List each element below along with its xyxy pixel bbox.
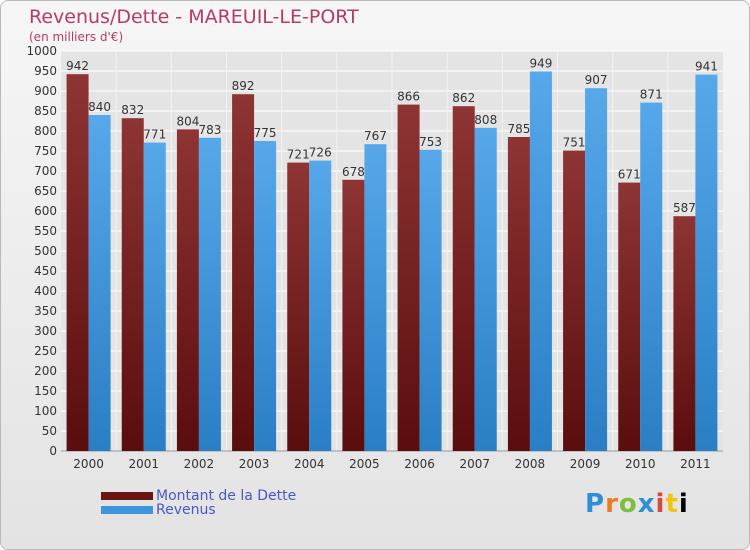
chart-title: Revenus/Dette - MAREUIL-LE-PORT [29,6,359,28]
bar-dette-2007 [452,106,475,451]
x-tick-label-2011: 2011 [680,457,711,471]
y-tick-label: 0 [49,444,57,458]
x-tick-label-2008: 2008 [515,457,546,471]
y-tick-label: 250 [34,344,57,358]
legend-label-revenus: Revenus [156,502,216,518]
x-tick-label-2000: 2000 [73,457,104,471]
y-tick-label: 900 [34,84,57,98]
y-tick-label: 950 [34,64,57,78]
data-label-revenus-2003: 775 [254,126,277,140]
data-label-dette-2002: 804 [176,114,199,128]
data-label-dette-2008: 785 [507,122,530,136]
bar-revenus-2005 [364,144,387,451]
y-tick-label: 1000 [26,44,57,58]
data-label-revenus-2010: 871 [640,88,663,102]
data-label-dette-2011: 587 [673,201,696,215]
y-tick-label: 450 [34,264,57,278]
y-tick-label: 800 [34,124,57,138]
bar-dette-2000 [66,74,89,451]
data-label-revenus-2005: 767 [364,129,387,143]
bar-dette-2001 [121,118,144,451]
y-tick-label: 650 [34,184,57,198]
bar-dette-2006 [397,104,420,451]
bar-dette-2002 [176,129,199,451]
y-tick-label: 400 [34,284,57,298]
legend-swatch-revenus [101,506,153,514]
data-label-revenus-2008: 949 [529,56,552,70]
y-tick-label: 50 [42,424,57,438]
legend-swatch-debt [101,492,153,500]
y-tick-label: 200 [34,364,57,378]
y-tick-label: 550 [34,224,57,238]
bar-revenus-2009 [585,88,608,451]
bar-revenus-2010 [640,102,663,451]
y-tick-label: 500 [34,244,57,258]
x-tick-label-2007: 2007 [459,457,490,471]
chart-subtitle: (en milliers d'€) [29,30,124,44]
data-label-revenus-2006: 753 [419,135,442,149]
y-tick-label: 700 [34,164,57,178]
x-tick-label-2003: 2003 [239,457,270,471]
x-tick-label-2001: 2001 [128,457,159,471]
x-tick-label-2004: 2004 [294,457,325,471]
bar-revenus-2011 [695,74,718,451]
legend-item-debt: Montant de la Dette [101,488,296,504]
x-tick-label-2002: 2002 [184,457,215,471]
x-tick-label-2010: 2010 [625,457,656,471]
bar-revenus-2007 [474,127,497,452]
y-tick-label: 100 [34,404,57,418]
bar-dette-2008 [507,137,530,451]
bar-dette-2005 [342,179,365,452]
data-label-revenus-2002: 783 [198,123,221,137]
data-label-dette-2010: 671 [618,168,641,182]
bar-revenus-2000 [88,115,111,451]
x-tick-label-2009: 2009 [570,457,601,471]
x-tick-label-2006: 2006 [404,457,435,471]
y-tick-label: 750 [34,144,57,158]
legend-label-debt: Montant de la Dette [156,488,297,504]
data-label-dette-2009: 751 [563,136,586,150]
y-tick-label: 350 [34,304,57,318]
bar-dette-2010 [618,182,641,451]
data-label-revenus-2000: 840 [88,100,111,114]
legend-item-revenus: Revenus [101,502,216,518]
y-tick-label: 850 [34,104,57,118]
bar-revenus-2006 [419,149,442,452]
bar-dette-2011 [673,216,696,451]
bar-revenus-2008 [529,71,552,452]
bar-revenus-2003 [254,141,277,451]
data-label-revenus-2004: 726 [309,146,332,160]
data-label-dette-2006: 866 [397,90,420,104]
y-tick-label: 300 [34,324,57,338]
bar-revenus-2001 [143,142,166,451]
proxiti-logo: Proxiti [585,489,689,519]
data-label-dette-2005: 678 [342,165,365,179]
data-label-revenus-2011: 941 [695,60,718,74]
x-tick-label-2005: 2005 [349,457,380,471]
bar-dette-2003 [232,94,255,451]
data-label-dette-2003: 892 [232,79,255,93]
bar-revenus-2004 [309,160,332,451]
bar-revenus-2002 [198,137,221,452]
data-label-dette-2007: 862 [452,91,475,105]
data-label-revenus-2007: 808 [474,113,497,127]
bar-dette-2009 [563,150,586,451]
data-label-dette-2001: 832 [121,103,144,117]
y-tick-label: 150 [34,384,57,398]
y-tick-label: 600 [34,204,57,218]
data-label-revenus-2009: 907 [585,73,608,87]
data-label-revenus-2001: 771 [143,128,166,142]
data-label-dette-2004: 721 [287,148,310,162]
data-label-dette-2000: 942 [66,59,89,73]
bar-dette-2004 [287,162,310,451]
